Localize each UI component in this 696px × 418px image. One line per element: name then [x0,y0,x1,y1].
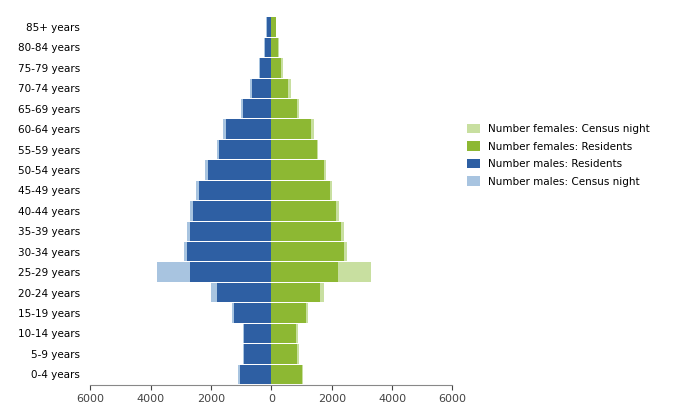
Bar [196,181,271,200]
Bar [271,99,297,118]
Bar [199,181,271,200]
Bar [244,344,271,364]
Bar [223,120,271,139]
Bar [157,263,271,282]
Bar [271,58,281,77]
Bar [226,120,271,139]
Bar [271,263,338,282]
Bar [271,181,332,200]
Bar [271,58,283,77]
Bar [243,344,271,364]
Bar [239,364,271,384]
Bar [266,17,271,37]
Bar [234,303,271,323]
Bar [205,160,271,180]
Bar [232,303,271,323]
Bar [219,140,271,159]
Bar [184,242,271,261]
Bar [271,120,314,139]
Bar [217,140,271,159]
Bar [260,58,271,77]
Bar [242,99,271,118]
Legend: Number females: Census night, Number females: Residents, Number males: Residents: Number females: Census night, Number fem… [464,120,654,191]
Bar [271,120,310,139]
Bar [271,222,344,241]
Bar [264,38,271,57]
Bar [211,283,271,302]
Bar [271,160,326,180]
Bar [271,201,336,221]
Bar [271,38,278,57]
Bar [271,79,288,98]
Bar [243,324,271,343]
Bar [252,79,271,98]
Bar [190,201,271,221]
Bar [259,58,271,77]
Bar [271,364,303,384]
Bar [193,201,271,221]
Bar [190,222,271,241]
Bar [267,17,271,37]
Bar [271,79,291,98]
Bar [271,140,317,159]
Bar [271,324,298,343]
Bar [271,99,299,118]
Bar [264,38,271,57]
Bar [238,364,271,384]
Bar [271,17,276,37]
Bar [271,201,340,221]
Bar [190,263,271,282]
Bar [271,17,276,37]
Bar [271,242,344,261]
Bar [271,283,319,302]
Bar [271,344,297,364]
Bar [251,79,271,98]
Bar [271,364,301,384]
Bar [271,181,331,200]
Bar [271,283,324,302]
Bar [208,160,271,180]
Bar [271,140,319,159]
Bar [243,99,271,118]
Bar [271,263,371,282]
Bar [271,222,341,241]
Bar [271,38,278,57]
Bar [271,242,347,261]
Bar [187,242,271,261]
Bar [217,283,271,302]
Bar [271,303,308,323]
Bar [271,303,306,323]
Bar [244,324,271,343]
Bar [271,324,296,343]
Bar [271,344,299,364]
Bar [187,222,271,241]
Bar [271,160,324,180]
